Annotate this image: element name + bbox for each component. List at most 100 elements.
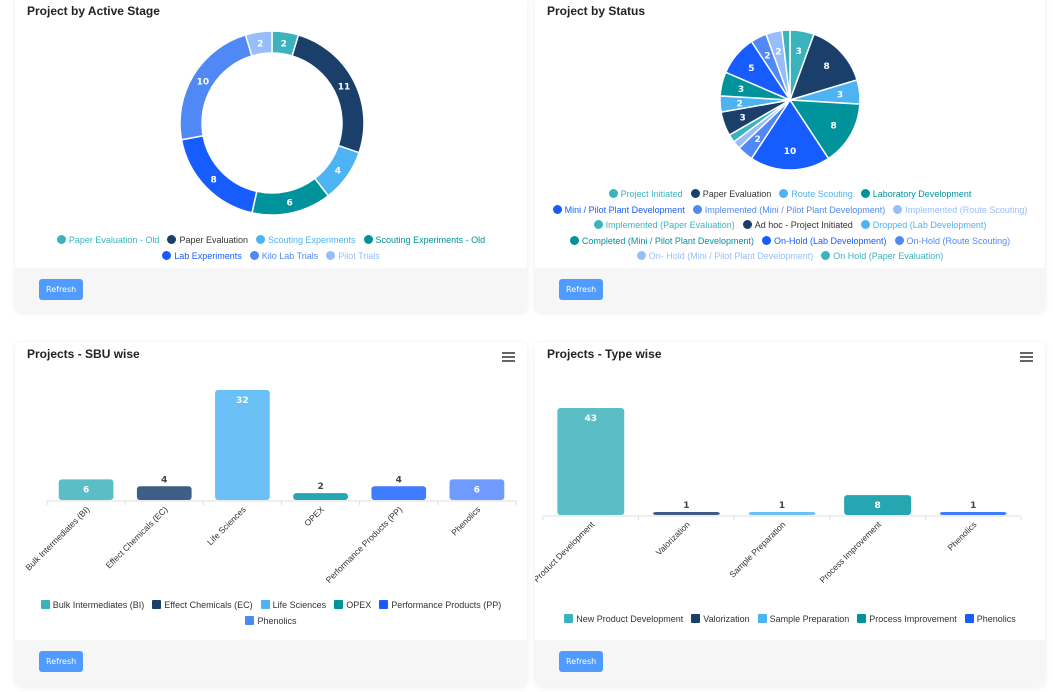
bar[interactable] [844,495,912,515]
card-status: Project by Status 3 8 3 8 10 2 3 2 3 5 2 2 Project … [535,0,1045,312]
data-label: 8 [824,62,830,72]
legend-label: On-Hold (Route Scouting) [906,235,1011,246]
bar[interactable] [58,479,114,500]
data-label: 3 [837,91,843,101]
refresh-button[interactable]: Refresh [39,279,84,300]
legend-item[interactable]: Life Sciences [260,598,326,614]
legend-item[interactable]: Route Scouting [779,187,853,203]
slice[interactable] [788,33,858,102]
legend-item[interactable]: Sample Preparation [757,612,849,628]
legend-item[interactable]: Phenolics [245,614,297,630]
legend-item[interactable]: Valorization [691,612,750,628]
legend-label: Route Scouting [791,189,853,199]
slice[interactable] [750,98,830,171]
slice[interactable] [291,33,365,154]
legend-marker [256,235,265,244]
refresh-button[interactable]: Refresh [559,651,604,672]
legend-item[interactable]: Kilo Lab Trials [249,249,318,265]
legend-label: Lab Experiments [174,250,242,261]
refresh-button[interactable]: Refresh [559,279,604,300]
legend-item[interactable]: Scouting Experiments - Old [363,233,486,249]
donut-chart: 2 11 4 6 8 10 2 [179,30,365,216]
bar[interactable] [652,512,720,515]
slice[interactable] [781,29,791,101]
bar[interactable] [557,408,625,515]
legend-item[interactable]: Project Initiated [608,187,683,203]
legend-marker [821,251,831,260]
legend-item[interactable]: Implemented (Mini / Pilot Plant Developm… [692,203,885,219]
legend-marker [167,235,177,244]
legend-marker [779,189,789,198]
legend-item[interactable]: On Hold (Paper Evaluation) [821,249,943,265]
legend-marker [742,220,752,229]
legend-label: Dropped (Lab Development) [872,220,987,230]
legend-marker [152,600,162,609]
card-title: Project by Status [547,4,646,18]
data-label: 2 [317,482,323,492]
bar[interactable] [939,512,1007,515]
legend-item[interactable]: Process Improvement [857,612,957,628]
legend-item[interactable]: OPEX [334,598,371,614]
legend-label: Effect Chemicals (EC) [164,600,253,610]
legend-item[interactable]: On-Hold (Lab Development) [761,234,887,250]
legend-marker [379,600,389,609]
legend-item[interactable]: Effect Chemicals (EC) [152,598,253,614]
data-label: 1 [779,501,785,511]
legend-marker [691,614,701,623]
bar[interactable] [449,479,505,500]
legend-item[interactable]: On-Hold (Route Scouting) [894,234,1011,250]
legend-marker [860,220,870,229]
bar[interactable] [748,512,816,515]
legend: Bulk Intermediates (BI) Effect Chemicals … [15,598,527,629]
slice[interactable] [180,134,258,214]
legend-item[interactable]: Mini / Pilot Plant Development [552,203,685,219]
legend-item[interactable]: On- Hold (Mini / Pilot Plant Development… [636,249,813,265]
legend-label: Completed (Mini / Pilot Plant Developmen… [581,235,754,246]
legend-label: Scouting Experiments - Old [375,235,486,245]
bar[interactable] [371,486,427,500]
menu-icon[interactable] [1020,352,1033,364]
bar[interactable] [215,390,270,500]
legend-item[interactable]: Paper Evaluation [167,233,248,249]
card-sbu: Projects - SBU wise 6 Bulk Intermediates … [15,342,527,686]
legend-label: Laboratory Development [872,189,972,199]
legend-item[interactable]: Implemented (Route Scouting) [893,203,1027,219]
bar[interactable] [293,493,348,500]
menu-icon[interactable] [502,352,515,364]
legend-label: New Product Development [576,614,684,624]
bar-chart: 6 Bulk Intermediates (BI) 4 Effect Chemical… [23,390,517,585]
legend-label: Valorization [703,614,750,624]
legend-label: Ad hoc - Project Initiated [754,220,853,230]
legend-item[interactable]: Pilot Trials [326,249,380,265]
legend-marker [552,204,562,214]
data-label: 3 [796,47,802,57]
legend-item[interactable]: Paper Evaluation - Old [56,233,160,249]
data-label: 6 [286,199,292,209]
legend-item[interactable]: Phenolics [964,612,1016,628]
legend-item[interactable]: Ad hoc - Project Initiated [742,218,853,234]
legend-label: Paper Evaluation - Old [68,235,160,245]
legend-item[interactable]: Scouting Experiments [256,233,356,249]
slice[interactable] [179,33,253,141]
legend-item[interactable]: Laboratory Development [860,187,972,203]
slice[interactable] [788,99,861,160]
legend-item[interactable]: Implemented (Paper Evaluation) [593,218,735,234]
slice[interactable] [251,177,330,216]
data-label: 2 [257,39,263,49]
data-label: 32 [236,396,249,406]
legend-item[interactable]: Performance Products (PP) [379,598,501,614]
legend-item[interactable]: Dropped (Lab Development) [860,218,987,234]
bar[interactable] [136,486,192,500]
refresh-button[interactable]: Refresh [39,651,84,672]
legend-item[interactable]: Bulk Intermediates (BI) [40,598,144,614]
legend-item[interactable]: Paper Evaluation [690,187,771,203]
legend-item[interactable]: Lab Experiments [162,249,242,265]
card-active-stage: Project by Active Stage 2 11 4 6 8 10 2 Paper … [15,0,527,312]
card-title: Project by Active Stage [27,4,160,18]
legend-item[interactable]: Completed (Mini / Pilot Plant Developmen… [569,234,754,250]
legend-marker [162,250,172,260]
slice[interactable] [244,30,273,57]
card-title: Projects - Type wise [547,347,662,361]
x-tick-label: OPEX [302,504,326,528]
legend-item[interactable]: New Product Development [564,612,683,628]
